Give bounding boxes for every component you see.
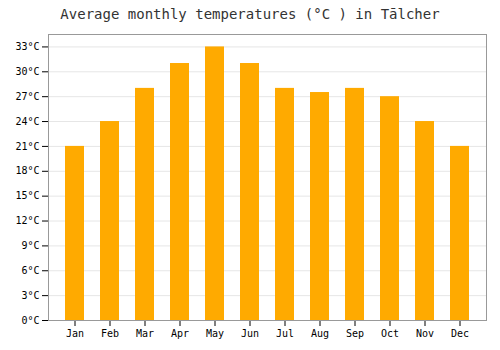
svg-text:0°C: 0°C (21, 315, 39, 326)
svg-text:May: May (206, 328, 224, 339)
svg-text:24°C: 24°C (15, 116, 39, 127)
svg-text:9°C: 9°C (21, 240, 39, 251)
svg-text:Dec: Dec (451, 328, 469, 339)
svg-text:Aug: Aug (311, 328, 329, 339)
html-text:Average monthly temperatures (: Average monthly temperatures (°C ) in Tā… (60, 6, 440, 22)
svg-text:Apr: Apr (171, 328, 189, 339)
svg-text:30°C: 30°C (15, 66, 39, 77)
svg-text:21°C: 21°C (15, 141, 39, 152)
svg-text:Jul: Jul (276, 328, 294, 339)
svg-text:3°C: 3°C (21, 290, 39, 301)
svg-text:27°C: 27°C (15, 91, 39, 102)
svg-text:Jun: Jun (241, 328, 259, 339)
svg-text:6°C: 6°C (21, 265, 39, 276)
svg-text:18°C: 18°C (15, 165, 39, 176)
svg-text:Feb: Feb (101, 328, 119, 339)
svg-text:Nov: Nov (416, 328, 434, 339)
svg-text:Oct: Oct (381, 328, 399, 339)
svg-text:Mar: Mar (136, 328, 154, 339)
svg-text:Sep: Sep (346, 328, 364, 339)
svg-text:33°C: 33°C (15, 41, 39, 52)
svg-text:12°C: 12°C (15, 215, 39, 226)
svg-text:Jan: Jan (66, 328, 84, 339)
svg-text:15°C: 15°C (15, 190, 39, 201)
